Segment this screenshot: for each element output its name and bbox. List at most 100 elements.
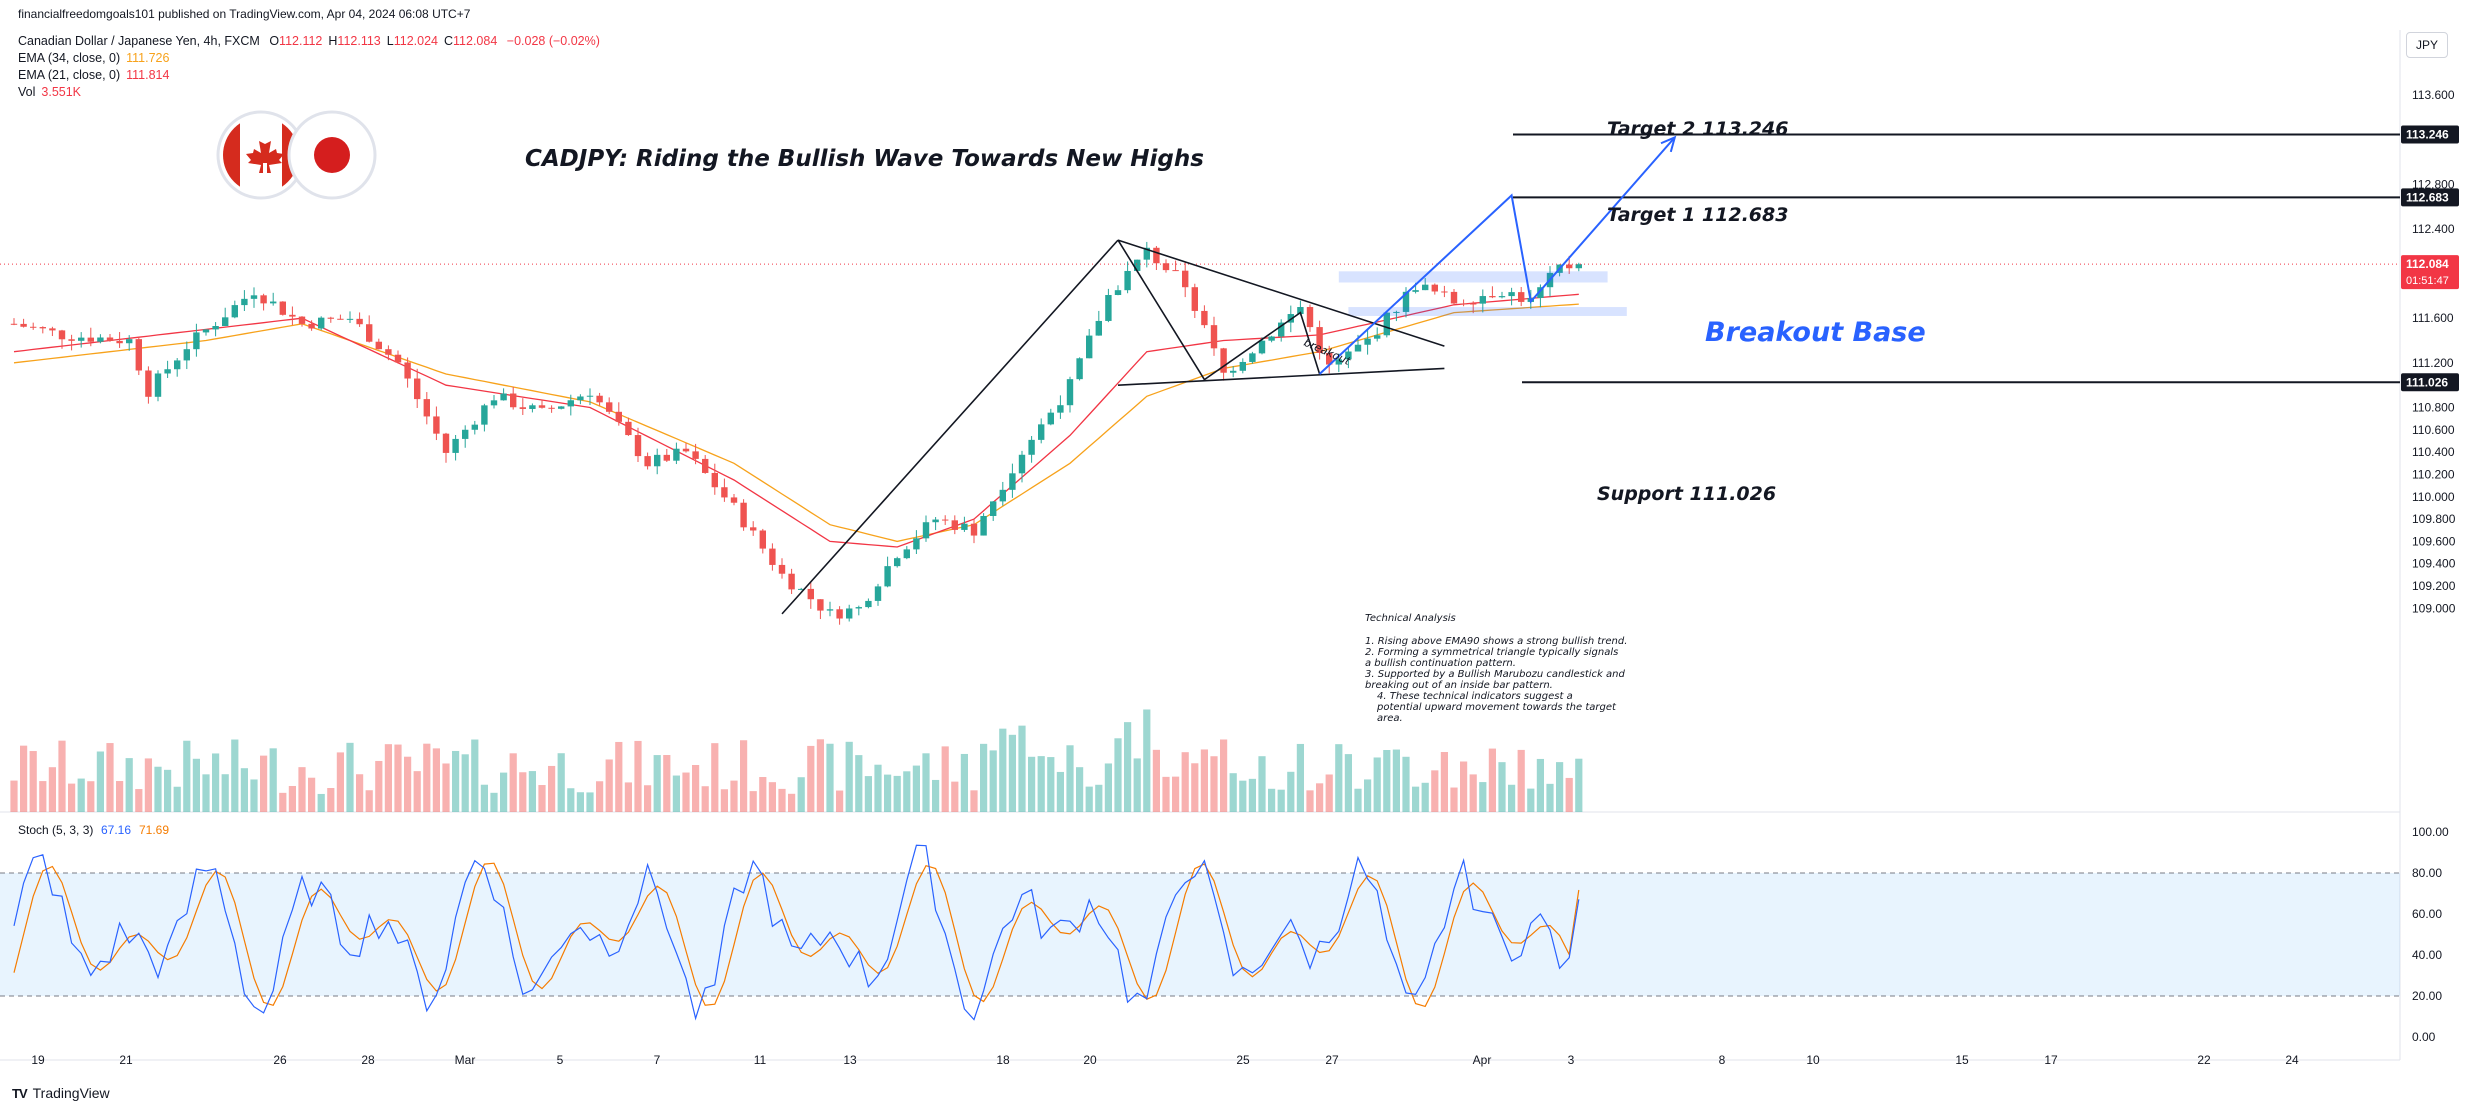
volume-bar [740,740,748,812]
candle-up [903,549,910,559]
volume-bar [605,759,613,812]
volume-bar [1565,777,1573,812]
price-tick-label: 109.200 [2412,579,2456,593]
volume-bar [692,765,700,812]
volume-bar [1344,754,1352,812]
volume-bar [999,728,1007,812]
time-tick-label: 7 [654,1053,661,1067]
volume-bar [730,780,738,812]
target2-price-tag: 113.246 [2406,128,2449,142]
candle-down [1450,291,1458,304]
projection-arrowhead [1660,135,1677,153]
stochastic-pane: 100.00 80.00 60.00 40.00 20.00 0.00 [0,825,2449,1044]
volume-bar [1546,783,1554,812]
volume-bar [596,781,604,812]
analysis-line: area. [1377,713,1403,724]
candle-down [116,340,123,344]
candle-down [1306,307,1314,328]
price-axis[interactable]: 113.600113.200112.800112.400112.000111.6… [2401,88,2459,615]
ohlc-o: O112.112 [269,34,323,48]
volume-bar [327,788,335,812]
volume-bar [1124,722,1132,812]
candle-down [442,433,450,453]
candle-up [1258,340,1266,354]
candle-up [1114,290,1122,296]
volume-bar [855,755,863,812]
candle-down [1566,264,1573,269]
time-axis[interactable]: 19 21 26 28 Mar 5 7 11 13 18 20 25 27 Apr 3 8 10 15 17 22 24 [31,1053,2299,1067]
volume-bar [116,781,124,812]
volume-bar [471,739,479,812]
rally-trendline [781,239,1119,615]
volume-bar [509,753,517,812]
candle-up [1124,270,1131,291]
current-price-tag-bg [2401,255,2459,290]
volume-bar [1181,752,1189,812]
change-value: −0.028 (−0.02%) [506,34,600,48]
candle-up [1105,295,1112,321]
symbol-legend[interactable]: Canadian Dollar / Japanese Yen, 4h, FXCM… [18,33,600,50]
volume-bar [586,792,594,812]
published-line: financialfreedomgoals101 published on Tr… [18,7,471,21]
time-tick-label: 26 [273,1053,287,1067]
volume-bar [615,741,623,812]
candle-down [106,337,114,341]
volume-bar [183,740,191,812]
volume-bar [557,753,565,812]
candle-up [346,318,354,320]
candle-up [865,600,872,608]
stoch-d-line [13,862,1580,1008]
ohlc-h: H112.113 [328,34,381,48]
candle-up [846,608,853,619]
candle-down [606,402,613,412]
tradingview-logo[interactable]: TV TradingView [12,1085,110,1101]
candle-up [874,586,882,601]
candle-up [1249,353,1256,362]
volume-bar [768,782,776,812]
candle-down [1470,303,1477,305]
volume-bar [432,748,440,812]
candle-down [279,301,286,315]
candle-up [1479,296,1486,304]
candle-up [798,588,805,590]
candle-up [1335,359,1342,365]
candle-down [596,395,603,403]
time-tick-label: Apr [1473,1053,1492,1067]
ema21-legend[interactable]: EMA (21, close, 0) 111.814 [18,67,169,84]
volume-bar [1037,756,1045,812]
time-tick-label: 27 [1325,1053,1339,1067]
candle-down [337,318,344,320]
symbol-name: Canadian Dollar / Japanese Yen, 4h, FXCM [18,34,260,48]
candle-down [730,497,738,503]
ema34-legend[interactable]: EMA (34, close, 0) 111.726 [18,50,169,67]
volume-bar [461,754,469,812]
time-tick-label: 25 [1236,1053,1250,1067]
price-tick-label: 109.400 [2412,557,2456,571]
volume-bar [1508,784,1516,812]
candle-down [1153,247,1160,264]
candle-up [990,501,997,516]
volume-bar [375,760,383,812]
candle-down [10,323,18,325]
volume-bar [1421,782,1429,812]
stoch-tick-label: 0.00 [2412,1030,2436,1044]
candle-up [1018,454,1026,474]
candle-up [471,424,478,430]
candle-down [942,519,949,521]
volume-bar [1440,752,1448,812]
volume-bar [308,777,316,812]
time-tick-label: 17 [2044,1053,2058,1067]
candle-down [788,573,795,590]
currency-button[interactable]: JPY [2406,32,2448,58]
volume-bar [960,753,968,812]
volume-bar [989,750,997,812]
candle-up [1402,291,1410,312]
candle-down [289,314,296,317]
price-tick-label: 110.600 [2412,423,2455,437]
volume-bar [1258,756,1266,812]
volume-bar [874,764,882,812]
candle-down [951,520,958,530]
volume-legend[interactable]: Vol 3.551K [18,84,81,101]
volume-bar [759,777,767,812]
